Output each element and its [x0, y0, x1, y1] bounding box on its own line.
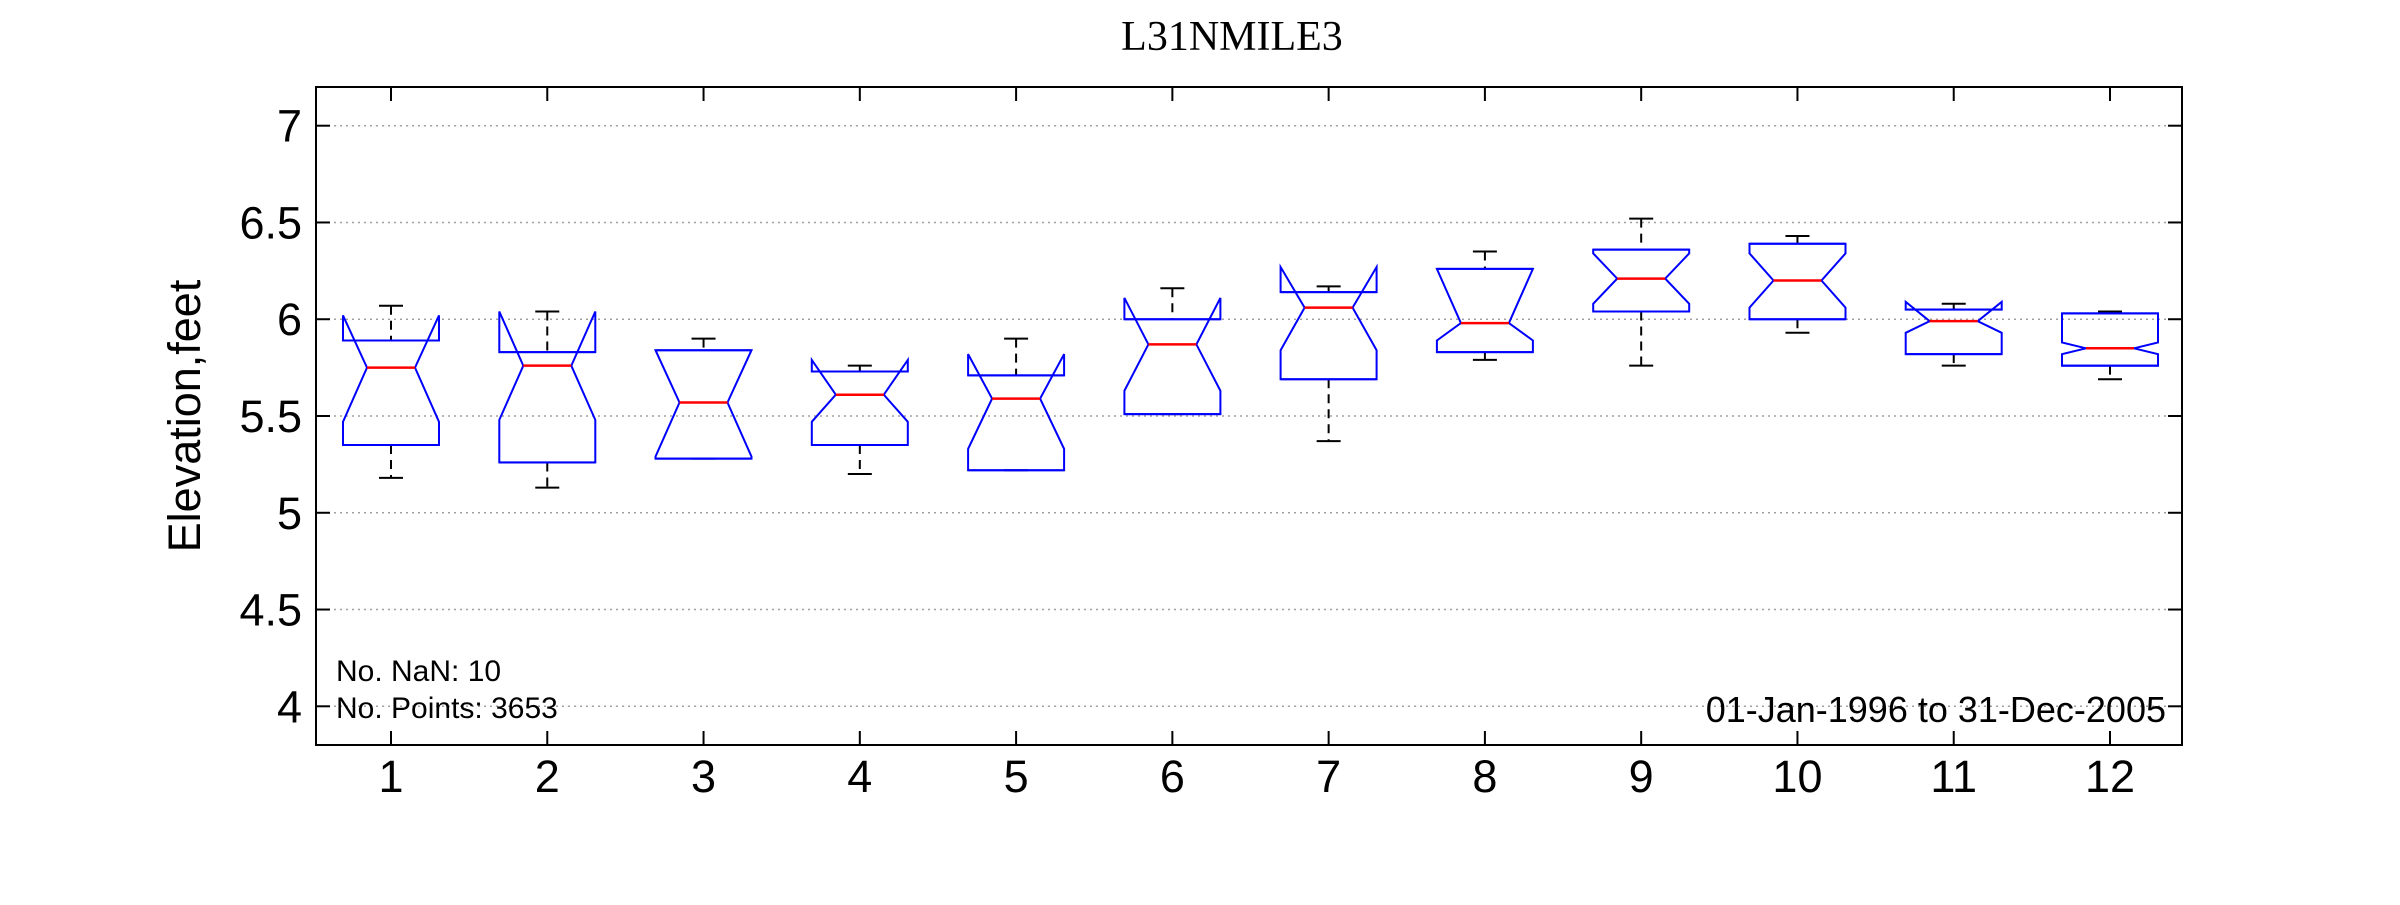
x-tick-label: 8: [1472, 751, 1497, 802]
x-tick-label: 12: [2085, 751, 2135, 802]
x-tick-label: 2: [535, 751, 560, 802]
y-tick-label: 6: [277, 294, 302, 345]
notched-box: [967, 353, 1066, 472]
box-month-6: [1123, 287, 1222, 416]
y-axis-title: Elevation,feet: [159, 279, 210, 552]
x-tick-label: 4: [847, 751, 872, 802]
box-month-4: [810, 356, 909, 476]
axis-ticks: 44.555.566.571 2 3 4 5 6 7 8 9 10 11 12: [239, 87, 2182, 802]
x-tick-label: 10: [1772, 751, 1822, 802]
x-tick-label: 5: [1004, 751, 1029, 802]
box-month-9: [1592, 217, 1691, 367]
box-month-12: [2061, 310, 2159, 381]
notched-box: [1279, 263, 1378, 381]
nan-count-label: No. NaN: 10: [336, 655, 501, 688]
box-month-10: [1748, 235, 1847, 334]
box-month-2: [498, 310, 597, 489]
box-month-11: [1904, 299, 2003, 367]
box-month-8: [1435, 250, 1535, 361]
notched-box: [810, 356, 909, 446]
x-tick-label: 1: [378, 751, 403, 802]
y-tick-label: 5: [277, 488, 302, 539]
box-series: [342, 217, 2159, 489]
box-month-5: [967, 337, 1066, 472]
y-tick-label: 4.5: [239, 585, 302, 636]
x-tick-label: 9: [1629, 751, 1654, 802]
x-tick-label: 6: [1160, 751, 1185, 802]
x-tick-label: 11: [1930, 751, 1977, 802]
date-range-label: 01-Jan-1996 to 31-Dec-2005: [1706, 689, 2166, 730]
y-tick-label: 6.5: [239, 197, 302, 248]
y-tick-label: 5.5: [239, 391, 302, 442]
box-month-3: [653, 337, 754, 460]
box-month-7: [1279, 263, 1378, 443]
box-month-1: [342, 304, 440, 479]
gridlines: [316, 124, 2182, 708]
notched-box: [1592, 248, 1691, 313]
notched-box: [498, 311, 597, 464]
notched-box: [342, 314, 440, 446]
y-tick-label: 7: [277, 101, 302, 152]
plot-frame: [315, 86, 2183, 746]
point-count-label: No. Points: 3653: [336, 692, 558, 725]
x-tick-label: 3: [691, 751, 716, 802]
chart-title: L31NMILE3: [1121, 14, 1343, 60]
notched-box: [1748, 242, 1847, 321]
notched-box: [653, 349, 754, 460]
notched-box: [1123, 297, 1222, 416]
notched-box: [2061, 312, 2159, 367]
x-tick-label: 7: [1316, 751, 1341, 802]
notched-box: [1435, 267, 1535, 354]
y-tick-label: 4: [277, 681, 302, 732]
